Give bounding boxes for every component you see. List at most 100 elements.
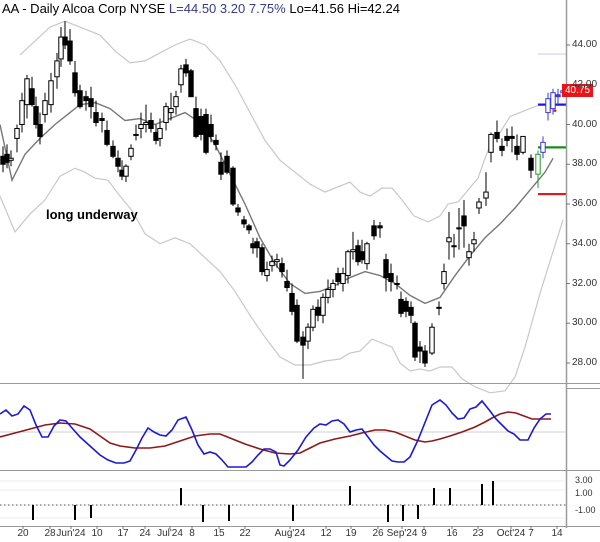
candlesticks [0, 21, 566, 379]
y-axis-label: 28.00 [572, 357, 598, 368]
candle [284, 269, 290, 292]
candle [340, 267, 346, 292]
candle [446, 211, 452, 260]
candle [198, 108, 204, 141]
candle [371, 219, 377, 240]
candle [77, 84, 83, 109]
candle [383, 253, 389, 292]
candle [48, 72, 54, 113]
histogram-panel [0, 480, 566, 522]
candle [398, 291, 404, 318]
candle [417, 341, 423, 363]
candle [335, 267, 341, 286]
high-price: Hi=42.24 [347, 1, 400, 16]
x-axis-label: Sep'24 [386, 528, 418, 539]
x-axis-label: 23 [472, 528, 484, 539]
x-axis-label: Jul'24 [157, 528, 183, 539]
candle [377, 221, 383, 238]
histogram-axis-label: 1.00 [575, 488, 593, 498]
y-axis-label: 40.00 [572, 118, 598, 130]
candle [325, 279, 331, 304]
ma-line [0, 101, 554, 305]
y-axis-label: 38.00 [572, 158, 598, 170]
candle [483, 172, 489, 206]
y-axis-label: 36.00 [572, 198, 598, 209]
candle [8, 150, 14, 167]
candle [264, 261, 270, 282]
candle [99, 112, 105, 133]
x-axis-label: 19 [345, 528, 357, 539]
candle [310, 305, 316, 332]
candle [143, 104, 149, 133]
candle [62, 21, 68, 49]
x-axis-label: 24 [139, 528, 151, 539]
candle [408, 301, 414, 324]
candle [514, 134, 520, 161]
candle [488, 132, 494, 163]
candle [235, 204, 241, 216]
price-change: 3.20 [219, 1, 246, 16]
candle [218, 152, 224, 181]
candle [364, 241, 370, 270]
moving-average-line [0, 101, 554, 305]
candle [259, 243, 265, 276]
candle [436, 301, 442, 316]
candle [42, 92, 48, 123]
candle [72, 60, 78, 97]
last-price: L=44.50 [168, 1, 217, 16]
candle [461, 200, 467, 248]
candle [429, 323, 435, 356]
osc-fast-line [0, 399, 551, 468]
candle [168, 92, 174, 121]
candle [520, 135, 526, 155]
y-axis-label: 34.00 [572, 237, 598, 249]
x-axis-label: 16 [446, 528, 458, 539]
candle [279, 257, 285, 278]
candle [422, 345, 428, 367]
price-levels [538, 53, 566, 196]
candle [294, 299, 300, 344]
x-axis-label: Oct'24 [496, 528, 526, 539]
candle [315, 299, 321, 322]
candle [67, 29, 73, 65]
candle [224, 150, 230, 175]
x-axis-label: 26 [372, 528, 384, 539]
candle [471, 231, 477, 252]
candle [345, 249, 351, 284]
oscillator-panel [0, 399, 566, 468]
candle [305, 323, 311, 350]
candle [441, 263, 447, 290]
candle [300, 331, 306, 379]
candle [451, 233, 457, 258]
candle [246, 223, 252, 234]
x-axis-label: 15 [213, 528, 225, 539]
candle [193, 96, 199, 139]
x-axis-label: 8 [189, 528, 195, 539]
candle [504, 128, 510, 147]
candle [528, 154, 534, 179]
candle [178, 64, 184, 93]
y-axis-label: 30.00 [572, 317, 598, 329]
candle [494, 120, 500, 143]
candle [208, 114, 214, 143]
candle [350, 231, 356, 260]
marker-dot [553, 109, 557, 112]
candle [388, 263, 394, 292]
candle [274, 253, 280, 268]
candle [555, 88, 561, 105]
y-axis-label: 32.00 [572, 277, 598, 289]
candle [37, 112, 43, 145]
osc-slow-line [0, 411, 551, 455]
candle [359, 239, 365, 264]
upper-band-line [19, 20, 541, 223]
x-axis-label: Aug'24 [274, 528, 306, 539]
candle [509, 126, 515, 153]
price-change-pct: 7.75% [248, 1, 286, 16]
x-axis-label: 17 [117, 528, 129, 539]
candle [403, 297, 409, 318]
candle [115, 150, 121, 173]
x-axis-label: 9 [421, 528, 427, 539]
x-axis-label: 22 [239, 528, 251, 539]
x-axis-label: 20 [17, 528, 29, 539]
candle [14, 124, 20, 153]
